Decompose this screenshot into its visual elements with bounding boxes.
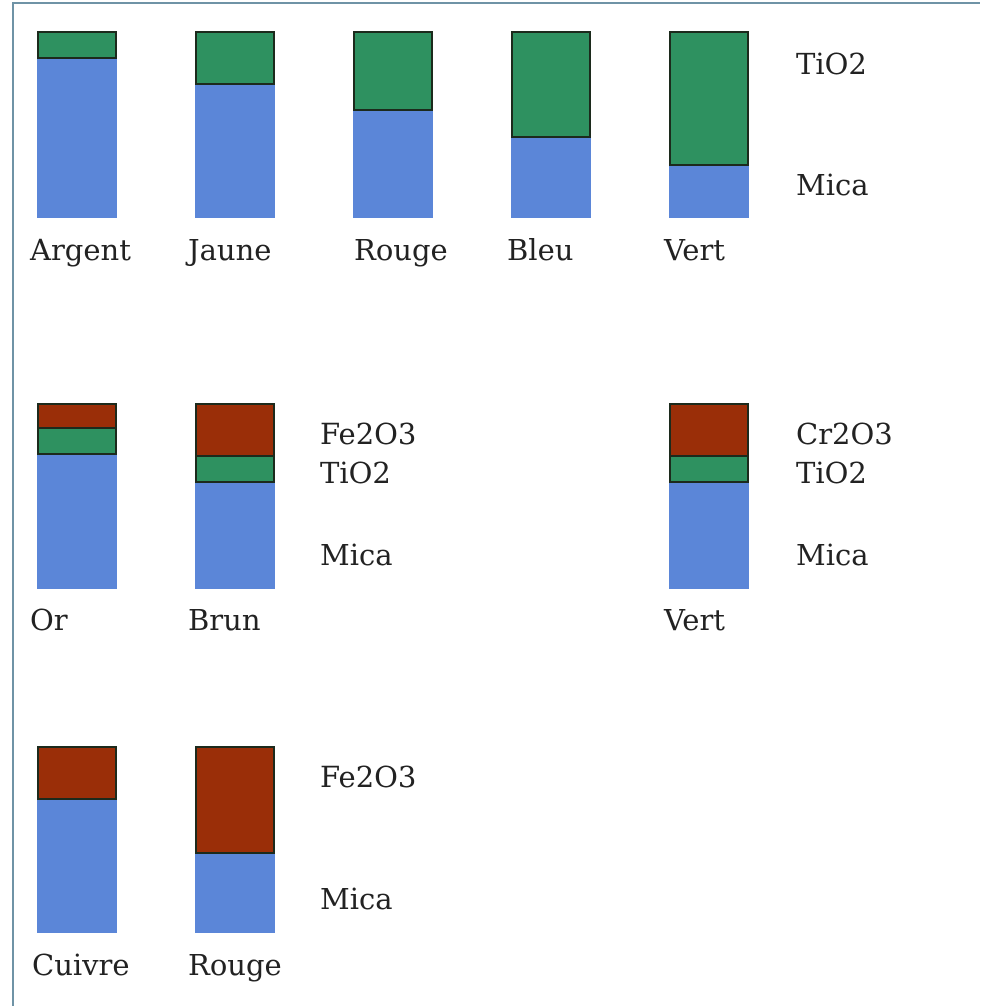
layer-mica (669, 483, 749, 589)
stack-bar-argent (37, 31, 117, 218)
legend-cr2o3-label: Cr2O3 (796, 417, 893, 451)
layer-fe2o3 (37, 746, 117, 800)
legend-tio2-label: TiO2 (796, 456, 867, 490)
stack-bar-rouge (353, 31, 433, 218)
bar-label-or: Or (30, 603, 68, 637)
stack-bar-rouge-iron (195, 746, 275, 933)
bar-label-rouge: Rouge (354, 233, 448, 267)
stack-bar-brun (195, 403, 275, 589)
layer-tio2 (353, 31, 433, 111)
figure-frame (12, 2, 980, 1006)
legend-tio2-label: TiO2 (796, 47, 867, 81)
layer-mica (37, 59, 117, 218)
layer-tio2 (511, 31, 591, 138)
layer-tio2 (195, 457, 275, 483)
bar-label-vert: Vert (664, 233, 725, 267)
layer-tio2 (669, 457, 749, 483)
layer-cr2o3 (669, 403, 749, 457)
layer-mica (353, 111, 433, 218)
stack-bar-bleu (511, 31, 591, 218)
bar-label-vert-chrome: Vert (664, 603, 725, 637)
bar-label-jaune: Jaune (188, 233, 272, 267)
legend-mica-label: Mica (320, 882, 393, 916)
stack-bar-jaune (195, 31, 275, 218)
stack-bar-vert (669, 31, 749, 218)
layer-mica (511, 138, 591, 218)
stack-bar-vert-chrome (669, 403, 749, 589)
legend-mica-label: Mica (796, 538, 869, 572)
bar-label-cuivre: Cuivre (32, 948, 130, 982)
layer-fe2o3 (37, 403, 117, 429)
legend-mica-label: Mica (320, 538, 393, 572)
legend-fe2o3-label: Fe2O3 (320, 760, 417, 794)
stack-bar-or (37, 403, 117, 589)
legend-tio2-label: TiO2 (320, 456, 391, 490)
stack-bar-cuivre (37, 746, 117, 933)
layer-mica (37, 455, 117, 589)
layer-mica (669, 166, 749, 218)
layer-tio2 (669, 31, 749, 166)
layer-tio2 (195, 31, 275, 85)
layer-fe2o3 (195, 746, 275, 854)
layer-mica (37, 800, 117, 933)
layer-tio2 (37, 429, 117, 455)
layer-mica (195, 85, 275, 218)
layer-mica (195, 483, 275, 589)
layer-fe2o3 (195, 403, 275, 457)
bar-label-bleu: Bleu (507, 233, 574, 267)
legend-mica-label: Mica (796, 168, 869, 202)
bar-label-brun: Brun (188, 603, 261, 637)
layer-tio2 (37, 31, 117, 59)
bar-label-rouge-iron: Rouge (188, 948, 282, 982)
legend-fe2o3-label: Fe2O3 (320, 417, 417, 451)
bar-label-argent: Argent (30, 233, 131, 267)
layer-mica (195, 854, 275, 933)
